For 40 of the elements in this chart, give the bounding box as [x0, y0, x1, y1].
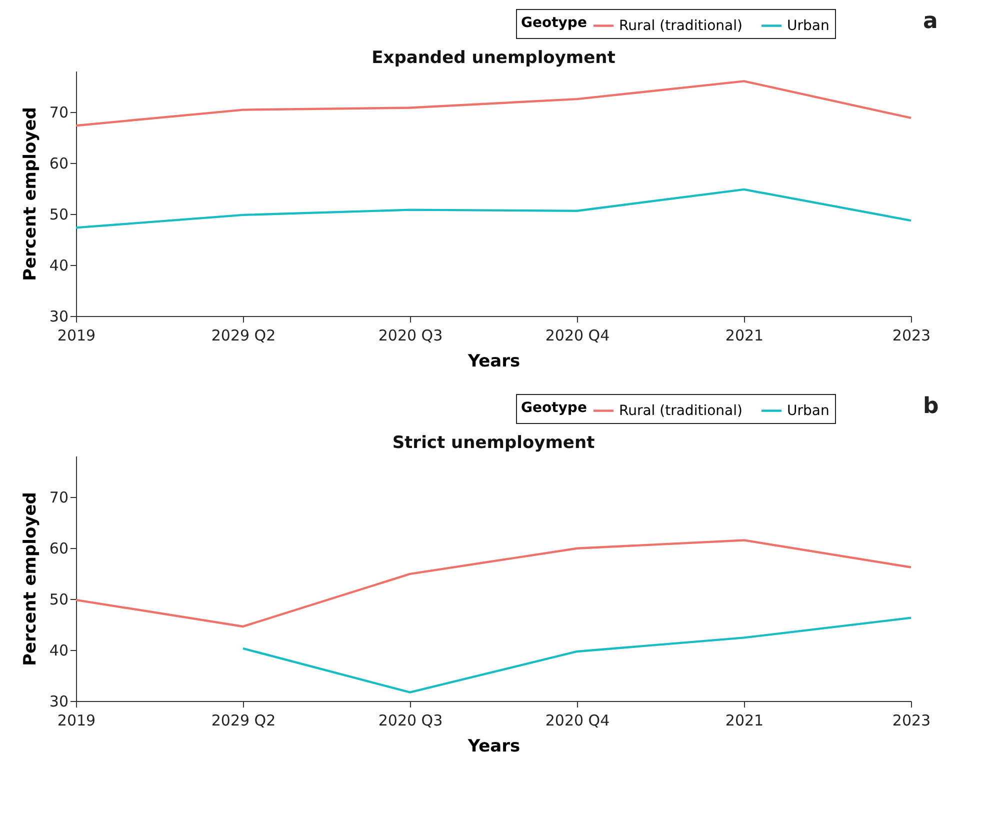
x-tick-label: 2029 Q2 [211, 712, 276, 730]
line-series [242, 616, 912, 694]
x-tick-label: 2020 Q3 [378, 712, 443, 730]
line-series [74, 188, 912, 229]
x-tick-label: 2029 Q2 [211, 326, 276, 344]
x-tick-label: 2023 [892, 712, 931, 730]
x-tick-label: 2020 Q3 [378, 326, 443, 344]
x-tick-label: 2020 Q4 [545, 326, 610, 344]
legend-label: Rural (traditional) [619, 402, 742, 419]
legend-label: Urban [787, 402, 830, 419]
x-tick-label: 2020 Q4 [545, 712, 610, 730]
x-tick-label: 2019 [57, 712, 96, 730]
x-axis-title: Years [466, 736, 520, 756]
text: b [923, 394, 939, 419]
y-axis-title: Percent employed [20, 107, 40, 281]
y-tick-label: 50 [49, 205, 68, 224]
y-tick-label: 60 [49, 154, 68, 172]
y-tick-label: 50 [49, 590, 68, 608]
legend-title: Geotype [521, 15, 587, 31]
y-tick-label: 70 [49, 488, 68, 506]
y-tick-label: 60 [49, 539, 68, 558]
x-tick-label: 2021 [725, 326, 764, 344]
text: a [923, 9, 938, 34]
y-tick-label: 40 [49, 256, 68, 274]
x-tick-label: 2023 [892, 326, 931, 344]
legend-label: Rural (traditional) [619, 18, 742, 34]
y-tick-label: 30 [49, 692, 68, 710]
chart-title: Strict unemployment [392, 433, 595, 453]
legend-title: Geotype [521, 400, 587, 416]
legend-label: Urban [787, 18, 830, 34]
y-tick-label: 70 [49, 103, 68, 122]
x-axis-title: Years [466, 352, 520, 372]
x-tick-label: 2019 [57, 326, 96, 344]
line-series [74, 539, 912, 628]
x-tick-label: 2021 [725, 712, 764, 730]
line-series [74, 80, 912, 127]
y-tick-label: 40 [49, 641, 68, 660]
chart-title: Expanded unemployment [372, 48, 616, 68]
y-axis-title: Percent employed [20, 492, 40, 666]
y-tick-label: 30 [49, 308, 68, 326]
